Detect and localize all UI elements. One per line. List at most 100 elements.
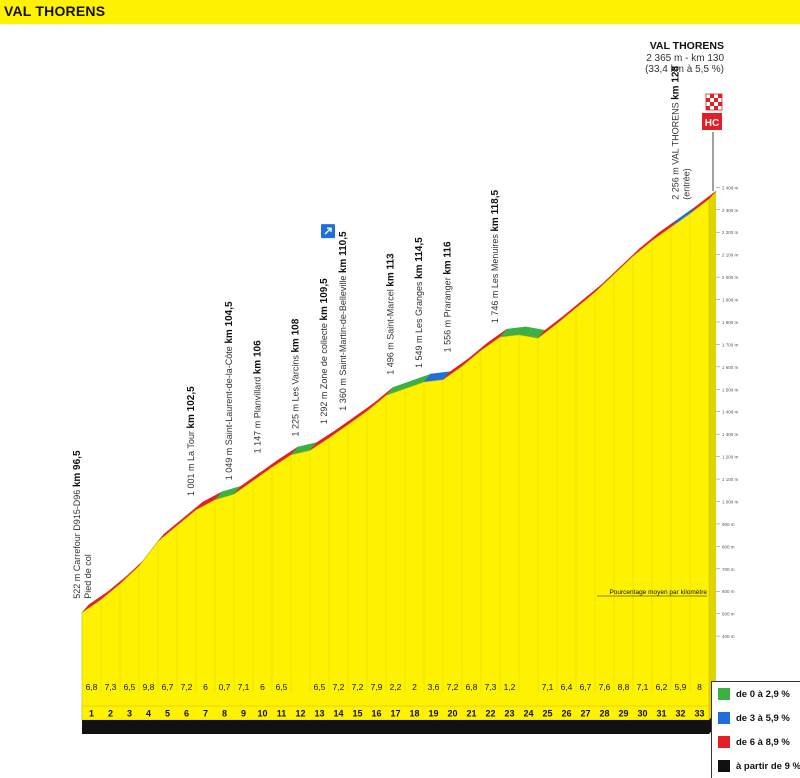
km-label: 5 (165, 709, 170, 719)
km-label: 17 (390, 709, 400, 719)
gradient-label: 7,9 (371, 682, 383, 692)
flag-cell (718, 94, 722, 98)
waypoint-km: km 114,5 (414, 237, 425, 279)
flag-border (705, 93, 723, 111)
waypoint-name: 1 360 m Saint-Martin-de-Belleville km 11… (338, 231, 349, 411)
y-tick-label: 400 m (722, 634, 735, 639)
waypoint-km: km 106 (253, 340, 264, 374)
waypoint-km: km 118,5 (490, 189, 501, 231)
km-label: 30 (637, 709, 647, 719)
km-label: 31 (656, 709, 666, 719)
flag-cell (714, 98, 718, 102)
km-base-shadow (82, 712, 716, 734)
waypoint-name-secondary: (entrée) (682, 168, 692, 200)
y-tick-label: 1 100 m (722, 477, 739, 482)
y-tick-label: 1 900 m (722, 298, 739, 303)
summit-name: VAL THORENS (649, 40, 724, 52)
gradient-label: 7,2 (333, 682, 345, 692)
flag-cell (710, 106, 714, 110)
waypoint-name: 1 549 m Les Granges km 114,5 (414, 237, 425, 368)
flag-cell (706, 102, 710, 106)
page-title: VAL THORENS (4, 3, 106, 19)
km-label: 23 (504, 709, 514, 719)
gradient-label: 2 (412, 682, 417, 692)
gradient-legend: de 0 à 2,9 % de 3 à 5,9 % de 6 à 8,9 % à… (711, 681, 800, 778)
flag-cell (718, 106, 722, 110)
waypoint-label: 2 256 m VAL THORENS km 128(entrée) (671, 66, 692, 200)
waypoint-km: km 113 (386, 253, 397, 287)
summit-average: (33,4 km à 5,5 %) (645, 64, 724, 75)
y-tick-label: 2 300 m (722, 208, 739, 213)
flag-cell (714, 102, 718, 106)
gradient-label: 6,4 (561, 682, 573, 692)
km-label: 29 (618, 709, 628, 719)
legend-label: de 6 à 8,9 % (736, 736, 790, 748)
legend-item-green: de 0 à 2,9 % (718, 687, 790, 701)
waypoint-km: km 110,5 (338, 231, 349, 273)
gradient-label: 7,2 (447, 682, 459, 692)
km-label: 21 (466, 709, 476, 719)
waypoint-label: 1 360 m Saint-Martin-de-Belleville km 11… (338, 231, 349, 411)
waypoint-name: 1 225 m Les Varcins km 108 (291, 318, 302, 436)
waypoint-name: 1 746 m Les Menuires km 118,5 (490, 189, 501, 323)
waypoint-label: 1 225 m Les Varcins km 108 (291, 318, 302, 436)
flag-cell (710, 98, 714, 102)
gradient-label: 7,2 (181, 682, 193, 692)
km-label: 8 (222, 709, 227, 719)
y-tick-label: 1 300 m (722, 432, 739, 437)
legend-item-red: de 6 à 8,9 % (718, 735, 790, 749)
gradient-label: 7,1 (238, 682, 250, 692)
waypoint-name: 1 001 m La Tour km 102,5 (186, 386, 197, 496)
km-label: 9 (241, 709, 246, 719)
km-label: 7 (203, 709, 208, 719)
km-label: 6 (184, 709, 189, 719)
legend-swatch-red (718, 736, 730, 748)
km-label: 12 (295, 709, 305, 719)
waypoint-name: 1 049 m Saint-Laurent-de-la-Côte km 104,… (224, 301, 235, 480)
y-tick-label: 500 m (722, 612, 735, 617)
waypoint-label: 1 746 m Les Menuires km 118,5 (490, 189, 501, 323)
y-tick-label: 1 500 m (722, 387, 739, 392)
flag-cell (706, 94, 710, 98)
km-label: 22 (485, 709, 495, 719)
y-tick-label: 2 000 m (722, 275, 739, 280)
km-label: 1 (89, 709, 94, 719)
waypoint-label: 1 496 m Saint-Marcel km 113 (386, 253, 397, 375)
gradient-label: 6,8 (86, 682, 98, 692)
y-tick-label: 1 700 m (722, 342, 739, 347)
flag-cell (714, 106, 718, 110)
profile-caption: Pourcentage moyen par kilomètre (609, 589, 707, 596)
waypoint-label: 1 049 m Saint-Laurent-de-la-Côte km 104,… (224, 301, 235, 480)
gradient-label: 7,1 (542, 682, 554, 692)
gradient-label: 6,5 (314, 682, 326, 692)
legend-item-black: à partir de 9 % (718, 759, 800, 773)
legend-label: de 3 à 5,9 % (736, 712, 790, 724)
gradient-label: 8,8 (618, 682, 630, 692)
hc-badge (702, 113, 722, 130)
legend-swatch-green (718, 688, 730, 700)
gradient-label: 0,7 (219, 682, 231, 692)
waypoint-label: 1 001 m La Tour km 102,5 (186, 386, 197, 496)
km-label: 2 (108, 709, 113, 719)
flag-cell (710, 102, 714, 106)
km-label: 28 (599, 709, 609, 719)
km-label: 4 (146, 709, 151, 719)
waypoint-label: 1 549 m Les Granges km 114,5 (414, 237, 425, 368)
flag-cell (718, 102, 722, 106)
summit-info: 2 365 m - km 130 (33,4 km à 5,5 %) (645, 53, 724, 75)
legend-label: de 0 à 2,9 % (736, 688, 790, 700)
km-label: 27 (580, 709, 590, 719)
waypoint-km: km 128 (671, 66, 682, 100)
waypoint-name: 2 256 m VAL THORENS km 128 (671, 66, 682, 200)
gradient-label: 6,7 (162, 682, 174, 692)
gradient-label: 6 (203, 682, 208, 692)
collection-zone-icon (321, 224, 335, 239)
gradient-label: 2,2 (390, 682, 402, 692)
km-label: 24 (523, 709, 533, 719)
flag-cell (710, 94, 714, 98)
waypoint-km: km 108 (291, 318, 302, 352)
gradient-label: 3,6 (428, 682, 440, 692)
waypoint-name: 1 556 m Praranger km 116 (443, 241, 454, 352)
y-tick-label: 1 800 m (722, 320, 739, 325)
